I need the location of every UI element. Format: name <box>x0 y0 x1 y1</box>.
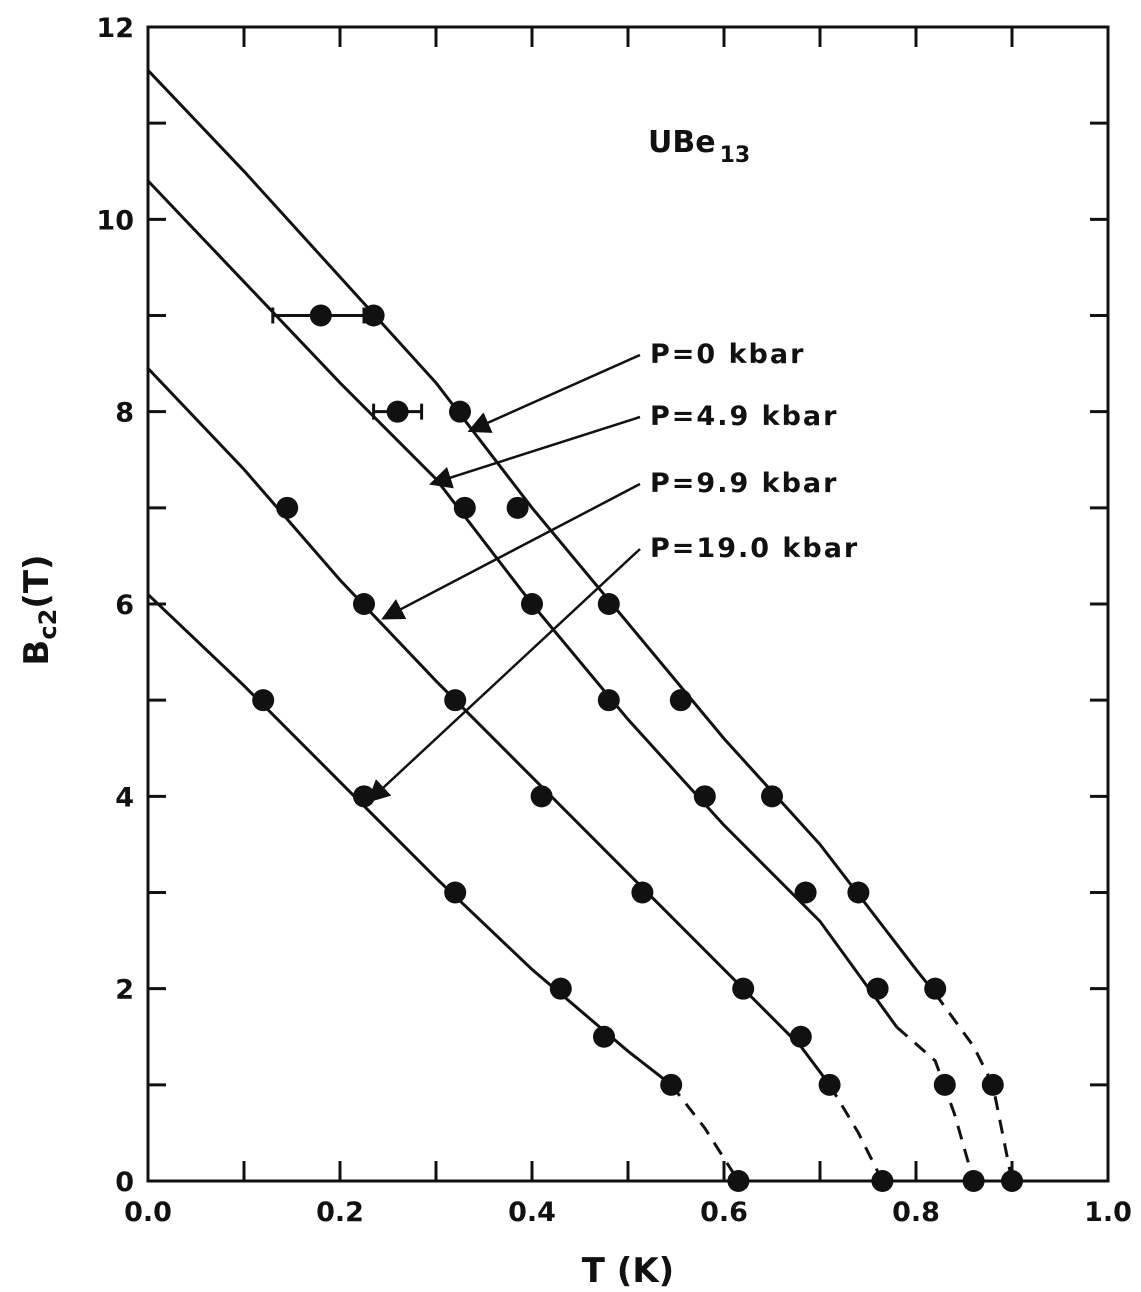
data-point <box>727 1170 750 1192</box>
data-point <box>549 977 572 1000</box>
x-tick-label: 1.0 <box>1084 1197 1132 1228</box>
x-axis-title: T (K) <box>582 1251 674 1291</box>
y-tick-label: 2 <box>115 975 134 1006</box>
data-point <box>669 689 692 712</box>
data-point <box>386 400 409 423</box>
data-point <box>693 785 716 808</box>
annotation-label: P=9.9 kbar <box>650 468 838 499</box>
data-point <box>761 785 783 808</box>
data-point <box>660 1073 683 1096</box>
data-point <box>981 1073 1004 1096</box>
annotation-arrow <box>367 548 641 803</box>
annotation-arrow <box>381 482 641 620</box>
data-point <box>871 1170 894 1192</box>
annotation-arrow <box>429 415 641 489</box>
y-tick-labels: 0 2 4 6 8 10 12 <box>96 13 134 1198</box>
y-tick-label: 4 <box>115 782 134 813</box>
y-tick-label: 6 <box>115 590 134 621</box>
data-point <box>1001 1170 1023 1192</box>
x-tick-labels: 0.0 0.2 0.4 0.6 0.8 1.0 <box>124 1197 1132 1228</box>
fit-curve-dashed-3 <box>670 1083 740 1182</box>
y-tick-label: 10 <box>96 205 134 236</box>
data-point <box>362 304 385 327</box>
y-tick-label: 8 <box>115 398 134 429</box>
fit-curve-dashed-1 <box>895 1025 976 1182</box>
axis-ticks <box>146 25 1110 1183</box>
y-axis-title-rest: (T) <box>17 554 57 608</box>
annotations: P=0 kbar P=4.9 kbar P=9.9 kbar P=19.0 kbar <box>367 339 859 803</box>
data-point <box>866 977 889 1000</box>
data-point <box>444 881 467 904</box>
data-point <box>252 689 275 712</box>
data-point <box>309 304 332 327</box>
data-point <box>521 593 543 615</box>
y-tick-label: 12 <box>96 13 134 44</box>
fit-curve-3 <box>146 593 673 1086</box>
data-point <box>530 785 553 808</box>
data-point <box>631 881 654 904</box>
annotation-label: P=4.9 kbar <box>650 401 838 432</box>
data-point <box>933 1073 956 1096</box>
sample-label-main: UBe <box>648 125 716 160</box>
data-point <box>453 496 476 519</box>
x-tick-label: 0.6 <box>700 1197 748 1228</box>
x-tick-label: 0.2 <box>316 1197 364 1228</box>
data-point <box>818 1073 841 1096</box>
sample-label-sub: 13 <box>720 143 751 168</box>
data-point <box>353 785 375 808</box>
data-point <box>444 689 467 712</box>
x-tick-label: 0.8 <box>892 1197 940 1228</box>
annotation-label: P=0 kbar <box>650 339 805 370</box>
annotation-arrow <box>467 353 641 433</box>
data-point <box>597 593 620 615</box>
x-tick-label: 0.0 <box>124 1197 172 1228</box>
data-point <box>847 881 870 904</box>
y-axis-title-sub: c2 <box>34 609 62 640</box>
data-point <box>449 400 471 423</box>
fit-curve-2 <box>146 367 831 1086</box>
data-point <box>593 1025 615 1048</box>
y-axis-title-main: B <box>17 640 57 666</box>
fit-curve-0 <box>146 69 937 995</box>
y-tick-label: 0 <box>115 1167 134 1198</box>
y-axis-title: Bc2(T) <box>17 554 62 665</box>
plot-frame <box>146 25 1110 1183</box>
data-point <box>732 977 755 1000</box>
data-point <box>506 496 529 519</box>
fit-curves <box>146 69 1014 1182</box>
data-point <box>924 977 947 1000</box>
sample-label: UBe 13 <box>648 125 750 168</box>
data-point <box>789 1025 812 1048</box>
data-points <box>252 304 1023 1192</box>
data-point <box>597 689 620 712</box>
annotation-label: P=19.0 kbar <box>650 533 859 564</box>
fit-curve-dashed-2 <box>828 1084 884 1182</box>
data-point <box>353 593 375 615</box>
x-tick-label: 0.4 <box>508 1197 556 1228</box>
data-point <box>794 881 817 904</box>
data-point <box>962 1170 985 1192</box>
data-point <box>276 496 299 519</box>
